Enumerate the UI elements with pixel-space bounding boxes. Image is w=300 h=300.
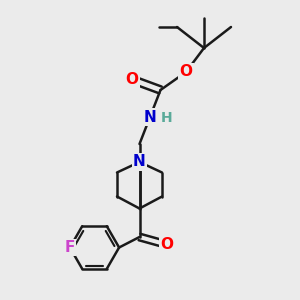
Text: O: O [179, 64, 193, 80]
Text: O: O [125, 72, 139, 87]
Text: H: H [160, 111, 172, 124]
Text: N: N [133, 154, 146, 169]
Text: O: O [160, 237, 173, 252]
Text: N: N [144, 110, 156, 124]
Text: F: F [65, 240, 75, 255]
